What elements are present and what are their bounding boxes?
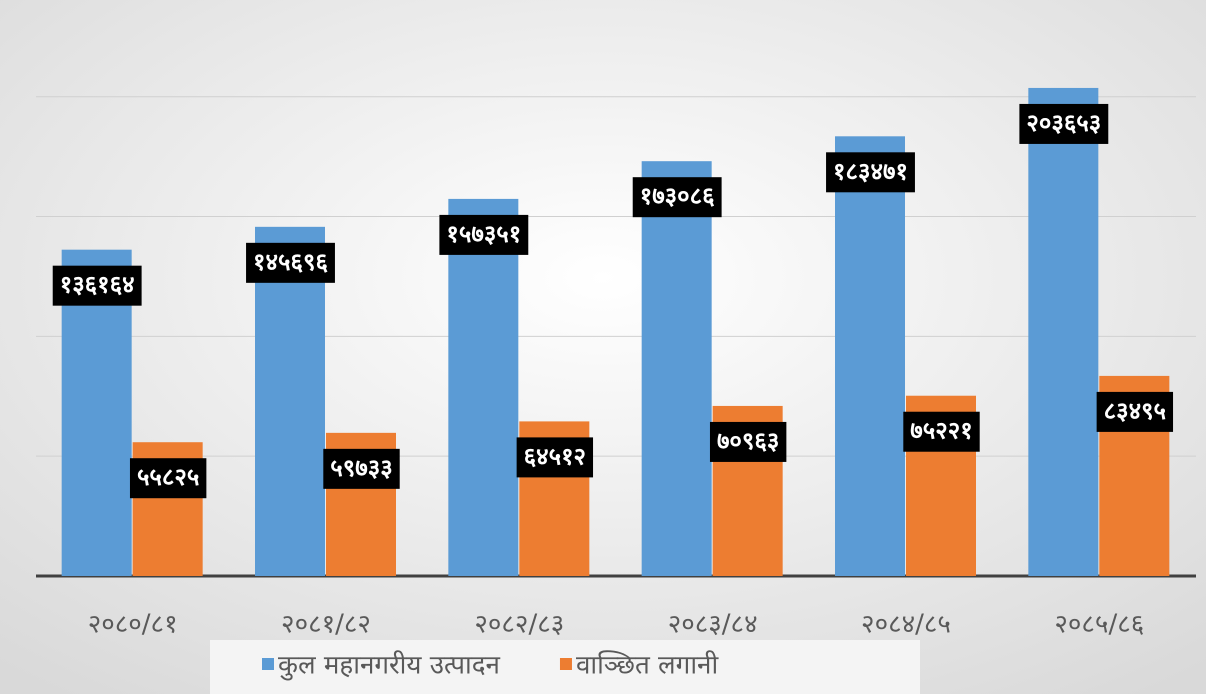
data-label-box	[709, 421, 787, 462]
bar	[1028, 87, 1099, 576]
data-label: ५९७३३	[330, 454, 392, 482]
data-label: ६४५१२	[524, 442, 586, 470]
data-label-box	[246, 242, 335, 283]
data-label-box	[52, 265, 142, 306]
x-tick-label: २०८०/८१	[88, 610, 178, 640]
legend-label: वाञ्छित लगानी	[576, 650, 720, 681]
data-label: १४५६९६	[253, 248, 328, 276]
data-label-box	[826, 152, 915, 193]
data-label-box	[632, 177, 722, 218]
bar	[835, 136, 905, 577]
data-label: १८३४७१	[833, 157, 908, 185]
data-label-box	[516, 437, 594, 478]
data-label: १७३०८६	[640, 182, 715, 210]
data-label-box	[439, 214, 529, 255]
data-label-box	[129, 458, 207, 499]
data-label-box	[903, 411, 980, 452]
x-tick-label: २०८३/८४	[668, 610, 758, 640]
legend-label: कुल महानगरीय उत्पादन	[278, 650, 501, 681]
data-label: ७५२२१	[910, 417, 972, 445]
data-label: १३६१६४	[60, 271, 135, 299]
data-label: १५७३५१	[446, 220, 521, 248]
data-label-box	[323, 448, 400, 489]
data-label: ५५८२५	[137, 463, 199, 491]
bar	[255, 226, 325, 576]
data-label-box	[1019, 103, 1109, 144]
legend-swatch	[559, 658, 572, 670]
data-label-box	[1096, 391, 1174, 432]
bar	[448, 198, 519, 576]
data-label: २०३६५३	[1026, 109, 1101, 137]
x-tick-label: २०८१/८२	[281, 610, 371, 640]
bar	[641, 161, 712, 577]
x-tick-label: २०८५/८६	[1054, 610, 1144, 640]
data-label: ८३४९५	[1104, 397, 1166, 425]
data-label: ७०९६३	[717, 427, 779, 455]
x-tick-label: २०८४/८५	[861, 610, 951, 640]
legend-swatch	[262, 658, 274, 670]
x-tick-label: २०८२/८३	[474, 610, 564, 640]
